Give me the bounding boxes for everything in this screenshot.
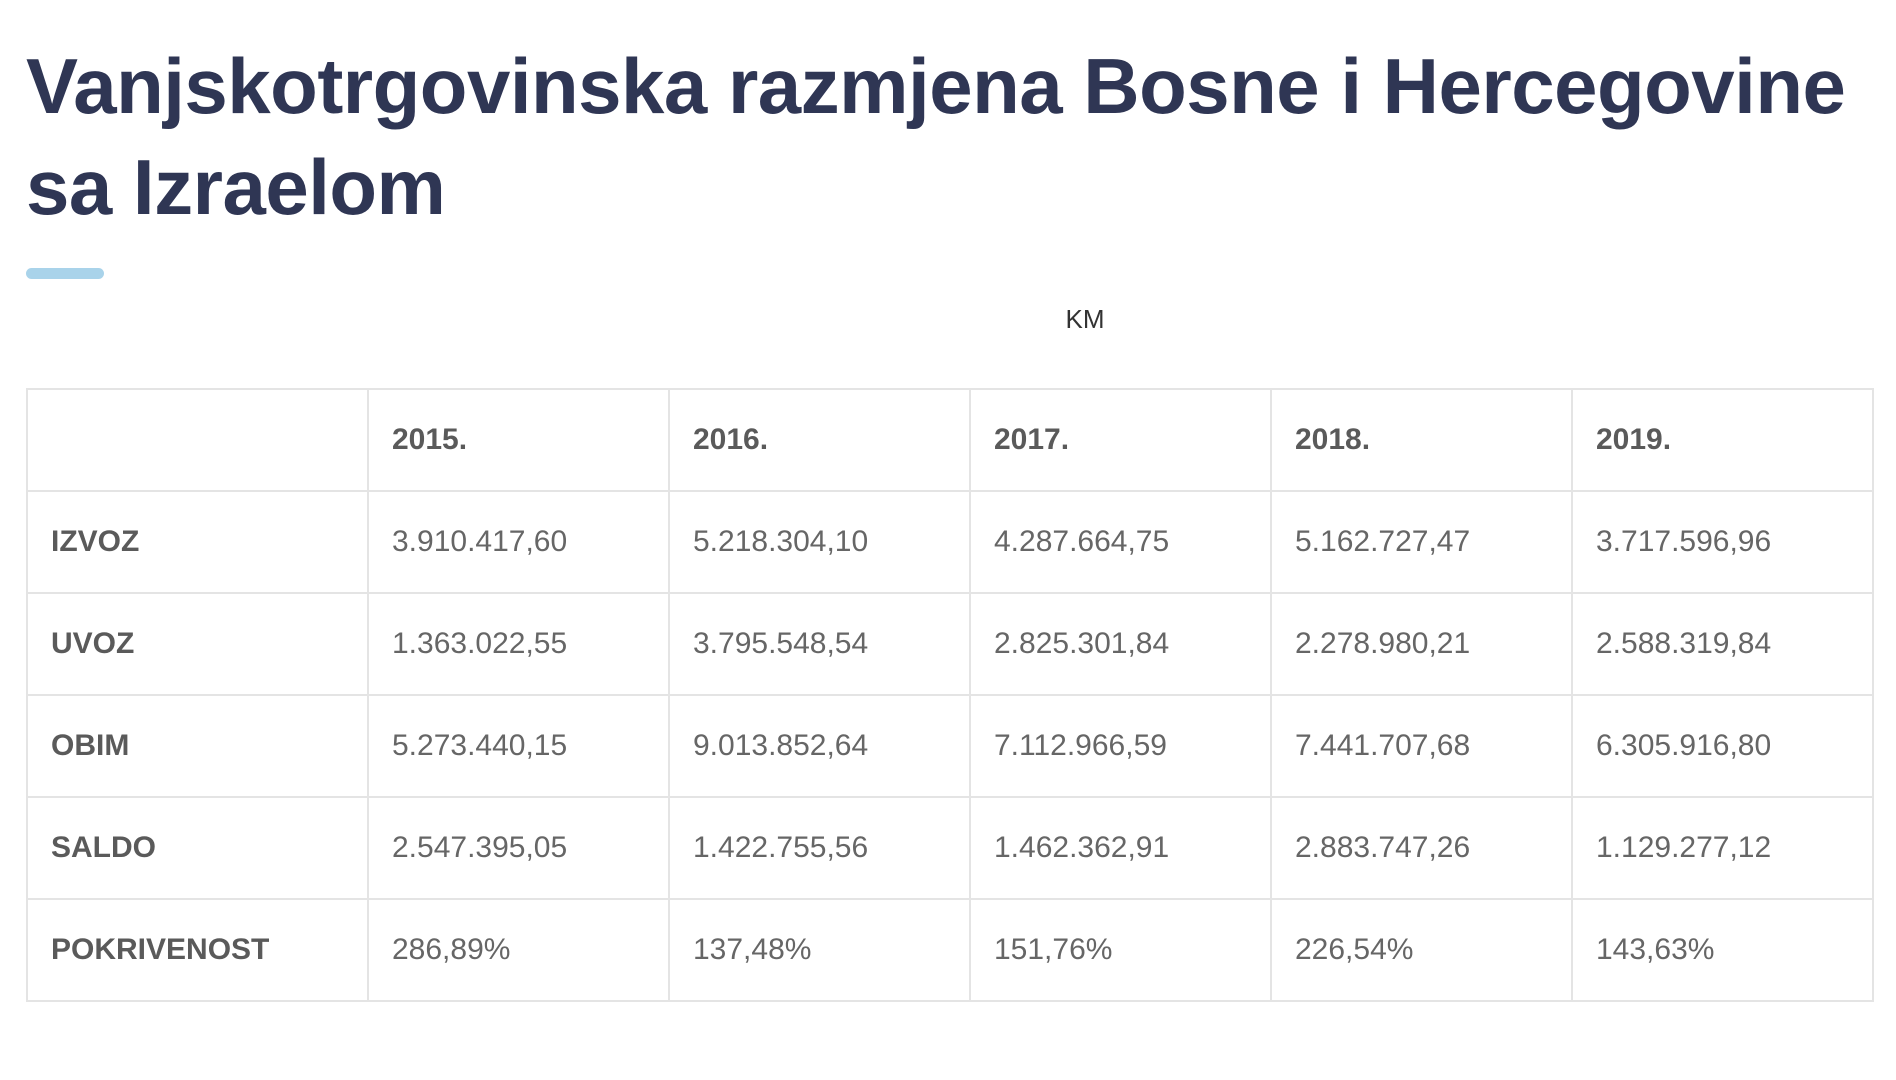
table-cell: 9.013.852,64: [668, 694, 971, 798]
table-cell: 2.825.301,84: [969, 592, 1272, 696]
trade-table: 2015. 2016. 2017. 2018. 2019. IZVOZ 3.91…: [26, 388, 1874, 1002]
table-cell: 151,76%: [969, 898, 1272, 1002]
table-cell: 6.305.916,80: [1571, 694, 1874, 798]
table-row: OBIM 5.273.440,15 9.013.852,64 7.112.966…: [26, 694, 1874, 798]
table-cell: 5.218.304,10: [668, 490, 971, 594]
row-label: POKRIVENOST: [26, 898, 369, 1002]
table-row: UVOZ 1.363.022,55 3.795.548,54 2.825.301…: [26, 592, 1874, 696]
table-cell: 3.795.548,54: [668, 592, 971, 696]
table-cell: 226,54%: [1270, 898, 1573, 1002]
table-row: POKRIVENOST 286,89% 137,48% 151,76% 226,…: [26, 898, 1874, 1002]
table-header-cell: 2019.: [1571, 388, 1874, 492]
row-label: IZVOZ: [26, 490, 369, 594]
table-cell: 2.547.395,05: [367, 796, 670, 900]
table-cell: 2.588.319,84: [1571, 592, 1874, 696]
table-cell: 3.910.417,60: [367, 490, 670, 594]
table-cell: 2.278.980,21: [1270, 592, 1573, 696]
table-cell: 4.287.664,75: [969, 490, 1272, 594]
table-cell: 1.363.022,55: [367, 592, 670, 696]
title-accent-underline: [26, 268, 104, 279]
table-cell: 137,48%: [668, 898, 971, 1002]
trade-table-container: 2015. 2016. 2017. 2018. 2019. IZVOZ 3.91…: [26, 388, 1874, 1002]
table-cell: 5.273.440,15: [367, 694, 670, 798]
page-title: Vanjskotrgovinska razmjena Bosne i Herce…: [26, 42, 1846, 231]
table-header-cell: [26, 388, 369, 492]
table-cell: 1.422.755,56: [668, 796, 971, 900]
table-header-cell: 2018.: [1270, 388, 1573, 492]
table-header-cell: 2016.: [668, 388, 971, 492]
table-header-row: 2015. 2016. 2017. 2018. 2019.: [26, 388, 1874, 492]
row-label: OBIM: [26, 694, 369, 798]
table-header-cell: 2015.: [367, 388, 670, 492]
row-label: SALDO: [26, 796, 369, 900]
table-cell: 5.162.727,47: [1270, 490, 1573, 594]
table-cell: 143,63%: [1571, 898, 1874, 1002]
table-cell: 3.717.596,96: [1571, 490, 1874, 594]
page-content: Vanjskotrgovinska razmjena Bosne i Herce…: [26, 36, 1872, 279]
table-cell: 1.462.362,91: [969, 796, 1272, 900]
table-cell: 286,89%: [367, 898, 670, 1002]
table-row: IZVOZ 3.910.417,60 5.218.304,10 4.287.66…: [26, 490, 1874, 594]
table-cell: 1.129.277,12: [1571, 796, 1874, 900]
table-cell: 7.112.966,59: [969, 694, 1272, 798]
table-header-cell: 2017.: [969, 388, 1272, 492]
row-label: UVOZ: [26, 592, 369, 696]
table-cell: 7.441.707,68: [1270, 694, 1573, 798]
unit-label: KM: [1065, 304, 1105, 334]
table-cell: 2.883.747,26: [1270, 796, 1573, 900]
table-row: SALDO 2.547.395,05 1.422.755,56 1.462.36…: [26, 796, 1874, 900]
